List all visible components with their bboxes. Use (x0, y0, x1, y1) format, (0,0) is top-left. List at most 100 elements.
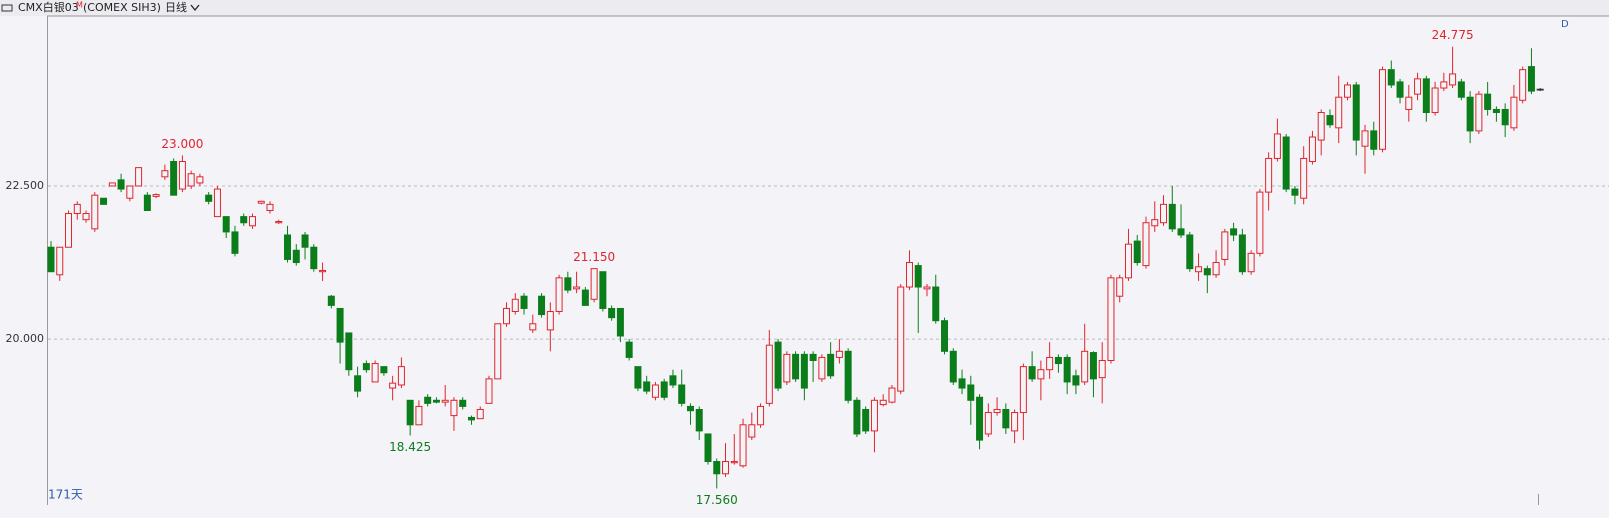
candle-body (275, 221, 283, 224)
candle-body (1370, 130, 1378, 150)
candle-body (310, 246, 318, 270)
candle-body (616, 307, 624, 337)
candle-body (1230, 228, 1238, 236)
candle-body (765, 344, 773, 404)
candle-body (958, 378, 966, 389)
candle-body (1282, 136, 1290, 190)
candle-body (722, 461, 730, 475)
candle-body (1405, 96, 1413, 110)
candle-body (380, 366, 388, 374)
candle-body (792, 353, 800, 380)
candle-body (1484, 93, 1492, 110)
period-select[interactable]: 日线 (165, 0, 187, 14)
candle-body (818, 356, 826, 380)
candle-body (389, 382, 397, 389)
candle-body (660, 381, 668, 398)
candle-body (1273, 133, 1281, 159)
candle-body (1335, 96, 1343, 129)
candle-body (126, 185, 134, 199)
candle-body (967, 384, 975, 401)
candle-body (56, 246, 64, 276)
candle-body (993, 408, 1001, 414)
candle-body (835, 350, 843, 358)
candle-body (327, 295, 335, 306)
candle-body (1046, 356, 1054, 371)
candle-body (897, 286, 905, 392)
candle-body (1361, 130, 1369, 147)
candle-body (441, 399, 449, 403)
candle-body (1168, 203, 1176, 230)
candle-body (205, 194, 213, 202)
candle-body (949, 350, 957, 383)
candle-body (1142, 222, 1150, 267)
candle-body (573, 286, 581, 290)
candle-body (1440, 81, 1448, 89)
candle-body (47, 246, 55, 273)
candle-body (161, 170, 169, 178)
candle-body (651, 384, 659, 398)
candle-body (1510, 96, 1518, 129)
candle-body (73, 203, 81, 215)
candle-body (800, 353, 808, 389)
candle-body (1011, 412, 1019, 432)
candle-body (695, 408, 703, 432)
extreme-label: 23.000 (161, 137, 203, 151)
candle-body (91, 194, 99, 230)
candle-body (1124, 243, 1132, 279)
extreme-label: 17.560 (696, 493, 738, 507)
candle-body (1089, 352, 1097, 380)
candle-body (704, 433, 712, 463)
right-label: D (1561, 19, 1569, 30)
candle-body (888, 387, 896, 403)
candle-body (222, 216, 230, 233)
candle-body (1160, 203, 1168, 224)
candle-body (1466, 96, 1474, 132)
candle-body (546, 311, 554, 331)
candle-body (1527, 66, 1535, 92)
candle-body (932, 286, 940, 322)
candle-body (406, 399, 414, 426)
candle-body (143, 194, 151, 211)
candle-body (1449, 73, 1457, 86)
candle-body (1037, 369, 1045, 380)
candle-body (853, 399, 861, 435)
candle-body (870, 399, 878, 432)
candle-body (976, 396, 984, 441)
candle-body (1203, 268, 1211, 276)
candle-body (643, 381, 651, 392)
candle-body (371, 363, 379, 383)
candle-body (1536, 88, 1544, 91)
candle-body (257, 200, 265, 204)
candle-body (1107, 277, 1115, 361)
symbol-title: CMX白银03 (18, 0, 79, 14)
y-tick-label: 20.000 (6, 332, 45, 345)
candle-body (1326, 115, 1334, 126)
candle-body (336, 307, 344, 343)
candle-body (117, 179, 125, 190)
candle-body (1343, 84, 1351, 98)
candle-body (599, 271, 607, 309)
candle-body (713, 461, 721, 475)
candle-body (292, 249, 300, 264)
candle-body (1379, 69, 1387, 150)
candle-body (1501, 108, 1509, 126)
candle-body (669, 375, 677, 386)
candle-body (1072, 375, 1080, 386)
candle-body (1317, 112, 1325, 141)
period-chevron[interactable] (190, 4, 200, 12)
candle-body (1247, 252, 1255, 273)
candle-body (538, 295, 546, 316)
candle-body (1151, 219, 1159, 227)
candle-body (1414, 78, 1422, 95)
candle-body (581, 289, 589, 306)
candle-body (135, 167, 143, 187)
candle-body (625, 341, 633, 358)
y-tick-label: 22.500 (6, 179, 45, 192)
candle-body (1422, 78, 1430, 114)
candle-body (432, 399, 440, 403)
candle-body (284, 234, 292, 260)
candle-body (467, 416, 475, 421)
candle-body (415, 405, 423, 426)
candle-body (1291, 188, 1299, 196)
